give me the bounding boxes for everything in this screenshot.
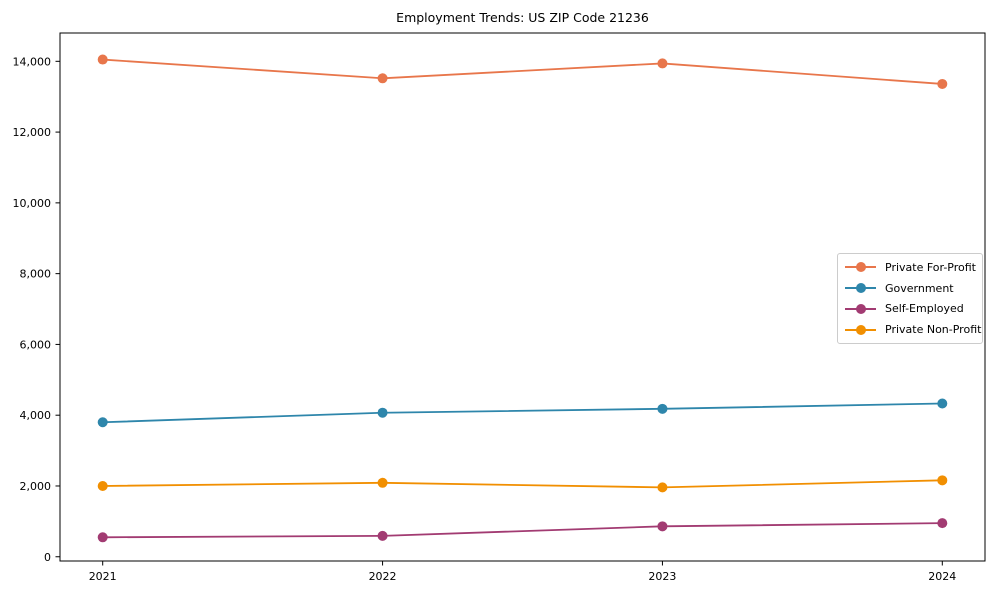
data-point — [377, 530, 388, 541]
legend: Private For-Profit Government Self-Employe… — [837, 253, 983, 344]
x-tick-label: 2024 — [928, 570, 956, 583]
y-tick-label: 0 — [44, 551, 51, 564]
legend-label: Self-Employed — [885, 302, 964, 316]
chart-title: Employment Trends: US ZIP Code 21236 — [396, 10, 649, 25]
legend-label: Government — [885, 281, 954, 295]
legend-label: Private Non-Profit — [885, 323, 982, 337]
data-point — [97, 480, 108, 491]
y-tick-label: 2,000 — [20, 480, 52, 493]
data-point — [937, 398, 948, 409]
legend-item: Government — [845, 280, 975, 297]
data-point — [937, 518, 948, 529]
x-tick-label: 2021 — [89, 570, 117, 583]
y-tick-label: 6,000 — [20, 338, 52, 351]
axis-frame — [59, 32, 986, 562]
series-line — [101, 522, 944, 539]
data-point — [937, 78, 948, 89]
data-point — [377, 477, 388, 488]
x-tick-label: 2022 — [369, 570, 397, 583]
y-tick-label: 12,000 — [13, 126, 52, 139]
series-line — [101, 402, 944, 424]
data-point — [657, 482, 668, 493]
data-point — [377, 407, 388, 418]
legend-item: Private For-Profit — [845, 259, 976, 276]
y-tick-label: 14,000 — [13, 55, 52, 68]
legend-item: Self-Employed — [845, 301, 975, 318]
y-tick-label: 8,000 — [20, 268, 52, 281]
y-tick-label: 10,000 — [13, 197, 52, 210]
legend-item: Private Non-Profit — [845, 321, 981, 338]
data-point — [97, 532, 108, 543]
data-point — [97, 54, 108, 65]
series-line — [101, 58, 944, 85]
x-tick-label: 2023 — [648, 570, 676, 583]
legend-marker-icon — [845, 262, 876, 273]
legend-marker-icon — [845, 303, 876, 314]
data-point — [657, 58, 668, 69]
series-line — [101, 479, 944, 489]
data-point — [377, 73, 388, 84]
data-point — [97, 417, 108, 428]
legend-marker-icon — [845, 324, 876, 335]
legend-label: Private For-Profit — [885, 260, 976, 274]
legend-marker-icon — [845, 283, 876, 294]
data-point — [657, 521, 668, 532]
y-tick-label: 4,000 — [20, 409, 52, 422]
data-point — [937, 475, 948, 486]
data-point — [657, 403, 668, 414]
